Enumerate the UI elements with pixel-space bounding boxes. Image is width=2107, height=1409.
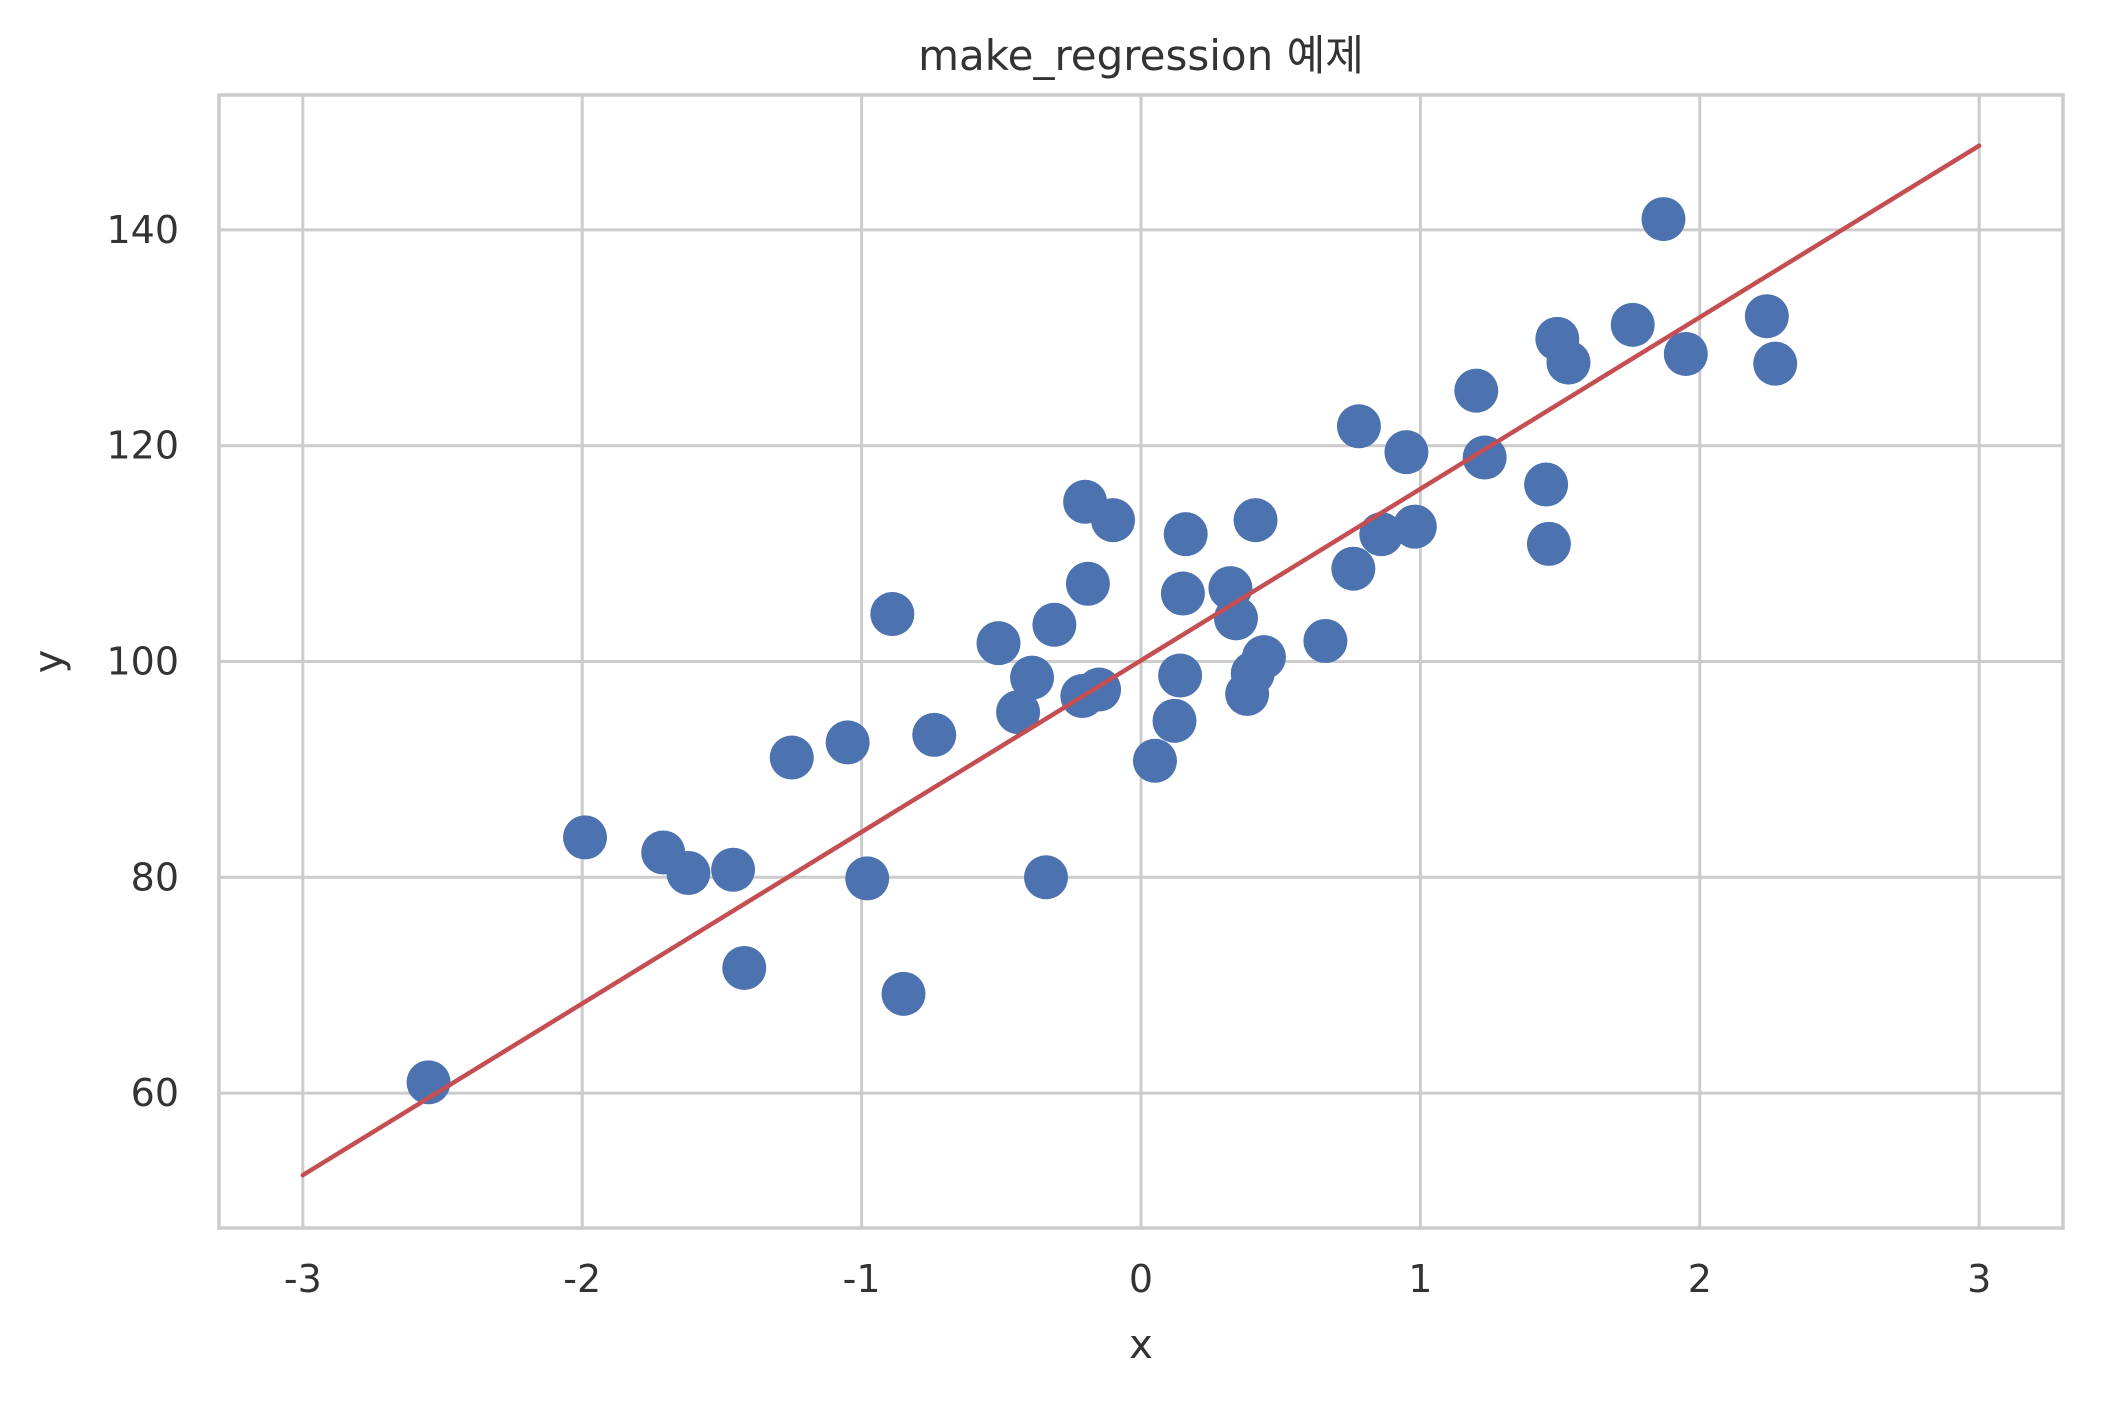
chart-title: make_regression 예제 bbox=[918, 31, 1364, 80]
x-tick-label: -2 bbox=[563, 1257, 601, 1301]
data-point bbox=[1024, 855, 1069, 900]
x-tick-label: 0 bbox=[1129, 1257, 1153, 1301]
x-axis-label: x bbox=[1129, 1322, 1153, 1368]
data-point bbox=[1753, 341, 1798, 386]
data-point bbox=[1462, 435, 1507, 480]
data-point bbox=[666, 850, 711, 895]
data-point bbox=[1152, 698, 1197, 743]
data-point bbox=[1091, 498, 1136, 543]
data-point bbox=[996, 690, 1041, 735]
data-point bbox=[1158, 653, 1203, 698]
data-point bbox=[1132, 738, 1177, 783]
data-point bbox=[563, 815, 608, 860]
data-point bbox=[1010, 655, 1055, 700]
data-point bbox=[1336, 404, 1381, 449]
data-point bbox=[881, 971, 926, 1016]
data-point bbox=[722, 945, 767, 990]
data-point bbox=[1744, 294, 1789, 339]
y-axis-label: y bbox=[26, 650, 72, 674]
data-point bbox=[1032, 602, 1077, 647]
data-point bbox=[1359, 512, 1404, 557]
x-tick-label: -1 bbox=[843, 1257, 881, 1301]
data-point bbox=[1303, 618, 1348, 663]
y-tick-label: 60 bbox=[131, 1071, 179, 1115]
plot-frame bbox=[217, 93, 2065, 1230]
data-point bbox=[1546, 340, 1591, 385]
data-point bbox=[1331, 546, 1376, 591]
grid-lines bbox=[219, 95, 2063, 1228]
data-point bbox=[845, 856, 890, 901]
x-tick-label: -3 bbox=[284, 1257, 322, 1301]
data-point bbox=[1454, 368, 1499, 413]
data-point bbox=[1524, 462, 1569, 507]
data-point bbox=[1160, 571, 1205, 616]
data-point bbox=[1163, 512, 1208, 557]
x-tick-label: 1 bbox=[1408, 1257, 1432, 1301]
data-point bbox=[1641, 197, 1686, 242]
y-tick-label: 120 bbox=[106, 424, 179, 468]
regression-line-layer bbox=[300, 143, 1982, 1178]
y-tick-label: 140 bbox=[106, 208, 179, 252]
tick-labels: -3 -2 -1 0 1 2 3 60 80 100 120 140 bbox=[106, 208, 1991, 1301]
data-point bbox=[1610, 302, 1655, 347]
data-point bbox=[711, 847, 756, 892]
data-point bbox=[1392, 504, 1437, 549]
data-point bbox=[912, 712, 957, 757]
data-point bbox=[1233, 498, 1278, 543]
x-tick-label: 2 bbox=[1688, 1257, 1712, 1301]
x-tick-label: 3 bbox=[1967, 1257, 1991, 1301]
y-tick-label: 80 bbox=[131, 855, 179, 899]
data-point bbox=[1526, 521, 1571, 566]
data-point bbox=[1241, 635, 1286, 680]
y-tick-label: 100 bbox=[106, 640, 179, 684]
data-point bbox=[825, 720, 870, 765]
data-point bbox=[769, 735, 814, 780]
data-point bbox=[1065, 561, 1110, 606]
data-point bbox=[976, 621, 1021, 666]
data-point bbox=[1663, 331, 1708, 376]
regression-line bbox=[300, 143, 1982, 1178]
data-point bbox=[870, 592, 915, 637]
data-point bbox=[1384, 430, 1429, 475]
